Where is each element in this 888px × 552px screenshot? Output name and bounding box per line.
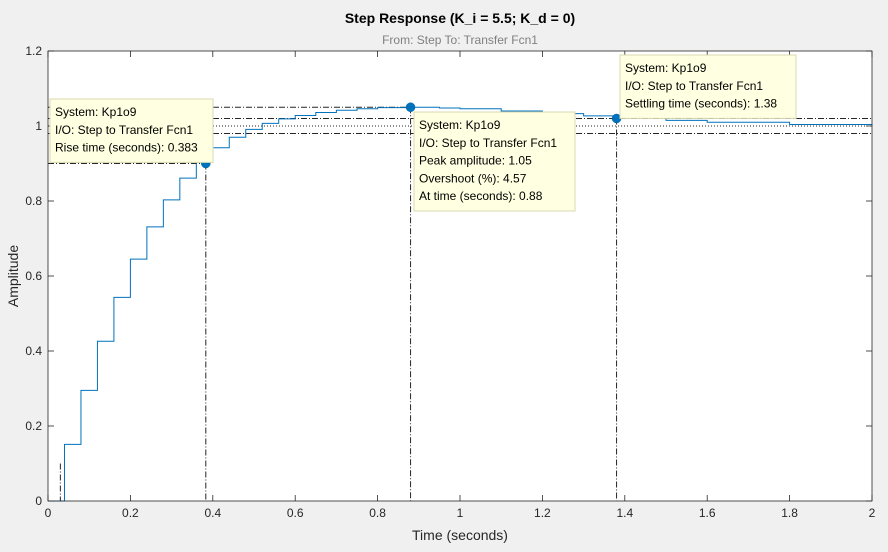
x-tick-label: 0 — [45, 506, 52, 520]
peak-datatip-line: At time (seconds): 0.88 — [419, 189, 543, 203]
x-tick-label: 0.2 — [122, 506, 139, 520]
x-tick-label: 1.8 — [781, 506, 798, 520]
y-tick-label: 0.2 — [25, 419, 42, 433]
settling-time-datatip-line: I/O: Step to Transfer Fcn1 — [625, 79, 763, 93]
y-tick-label: 0.8 — [25, 194, 42, 208]
x-tick-label: 1.2 — [534, 506, 551, 520]
peak-datatip-box — [413, 111, 576, 212]
x-tick-label: 1 — [457, 506, 464, 520]
y-axis-label: Amplitude — [5, 245, 21, 307]
rise-time-datatip-line: System: Kp1o9 — [55, 105, 137, 119]
x-tick-label: 0.6 — [287, 506, 304, 520]
x-tick-label: 1.6 — [699, 506, 716, 520]
x-tick-label: 0.4 — [204, 506, 221, 520]
settling-time-datatip-line: System: Kp1o9 — [625, 61, 707, 75]
peak-marker[interactable] — [405, 102, 416, 112]
settling-time-datatip-line: Settling time (seconds): 1.38 — [625, 97, 777, 111]
chart-title: Step Response (K_i = 5.5; K_d = 0) — [345, 10, 575, 26]
x-tick-label: 2 — [869, 506, 876, 520]
y-tick-label: 0.6 — [25, 269, 42, 283]
rise-time-datatip-box — [49, 98, 214, 163]
y-tick-label: 1.2 — [25, 44, 42, 58]
peak-datatip-line: I/O: Step to Transfer Fcn1 — [419, 136, 557, 150]
peak-datatip-line: Peak amplitude: 1.05 — [419, 154, 532, 168]
y-tick-label: 0.4 — [25, 344, 42, 358]
y-tick-label: 0 — [35, 494, 42, 508]
x-tick-label: 1.4 — [616, 506, 633, 520]
response-curve-Kp1o9[interactable] — [48, 106, 873, 502]
rise-time-datatip-line: Rise time (seconds): 0.383 — [55, 141, 198, 155]
y-tick-label: 1 — [35, 119, 42, 133]
settling-time-datatip[interactable]: System: Kp1o9 I/O: Step to Transfer Fcn1 S… — [619, 54, 797, 119]
peak-datatip[interactable]: System: Kp1o9 I/O: Step to Transfer Fcn1 P… — [413, 111, 576, 212]
datatips[interactable]: System: Kp1o9 I/O: Step to Transfer Fcn1 R… — [49, 54, 797, 212]
x-tick-label: 0.8 — [369, 506, 386, 520]
axis-ticks: 0 0.2 0.4 0.6 0.8 1 1.2 1.4 1.6 1.8 2 0 0.2 0.4 0.6 0.8… — [25, 44, 875, 520]
rise-time-datatip[interactable]: System: Kp1o9 I/O: Step to Transfer Fcn1 R… — [49, 98, 214, 163]
settling-time-datatip-box — [619, 54, 797, 119]
chart-subtitle: From: Step To: Transfer Fcn1 — [382, 33, 538, 47]
rise-time-datatip-line: I/O: Step to Transfer Fcn1 — [55, 123, 193, 137]
x-axis-label: Time (seconds) — [412, 527, 508, 543]
peak-datatip-line: Overshoot (%): 4.57 — [419, 171, 527, 185]
response-curve-group[interactable] — [48, 106, 873, 502]
peak-datatip-line: System: Kp1o9 — [419, 118, 501, 132]
